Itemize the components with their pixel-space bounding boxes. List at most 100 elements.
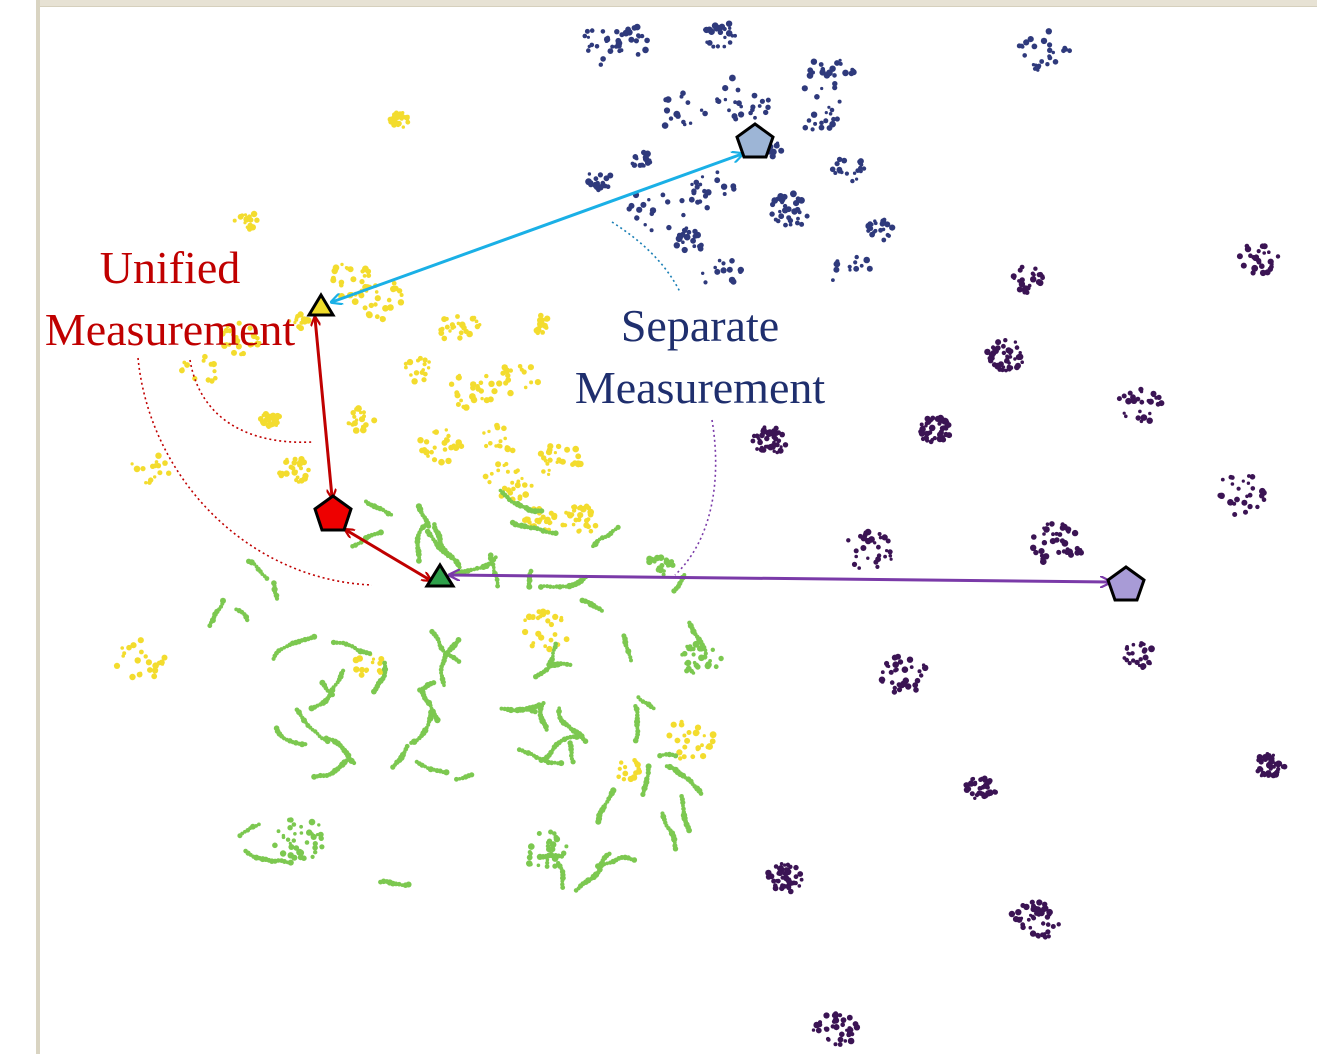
navy-point-cluster	[673, 226, 704, 254]
green-point-cluster	[417, 680, 437, 693]
navy-point-cluster	[701, 258, 744, 285]
green-point-cluster	[538, 733, 583, 763]
green-point-cluster	[573, 851, 612, 893]
green-point-cluster	[679, 794, 692, 834]
navy-point-cluster	[829, 156, 867, 184]
unified-label-line1: Unified	[99, 242, 241, 293]
yellow-point-cluster	[616, 758, 643, 783]
green-point-cluster	[243, 848, 294, 866]
yellow-point-cluster	[560, 503, 599, 534]
purple-point-cluster	[1010, 264, 1045, 295]
purple-point-cluster	[765, 862, 804, 895]
navy-point-cluster	[715, 74, 771, 122]
green-point-cluster	[207, 597, 226, 629]
navy-point-cluster	[703, 20, 737, 49]
green-point-cluster	[660, 811, 679, 852]
green-point-cluster	[330, 639, 373, 656]
green-point-cluster	[636, 695, 656, 711]
red-arrow-diagonal	[346, 530, 430, 580]
navy-point-cluster	[801, 58, 857, 104]
green-point-cluster	[271, 580, 280, 601]
green-point-cluster	[438, 637, 462, 688]
pentagon-marker-blue	[735, 122, 775, 159]
green-point-cluster	[516, 747, 565, 767]
green-point-cluster	[272, 817, 325, 861]
yellow-point-cluster	[232, 210, 260, 232]
yellow-point-cluster	[352, 652, 386, 678]
yellow-point-cluster	[533, 312, 551, 336]
separate-callout-curve-lower	[674, 419, 717, 576]
yellow-point-cluster	[666, 719, 717, 761]
unified-callout-curve-inner	[189, 359, 313, 444]
green-point-cluster	[414, 522, 429, 564]
purple-point-cluster	[1116, 386, 1165, 424]
green-point-cluster	[409, 709, 435, 745]
slide-frame-top	[0, 0, 1317, 7]
green-point-cluster	[234, 607, 250, 623]
green-point-cluster	[646, 554, 676, 577]
yellow-point-cluster	[482, 422, 516, 454]
yellow-point-cluster	[537, 443, 584, 476]
purple-point-cluster	[1030, 521, 1084, 565]
green-point-cluster	[378, 878, 412, 888]
navy-point-cluster	[865, 217, 896, 243]
separate-callout-curve-upper	[611, 221, 681, 293]
green-point-cluster	[591, 524, 621, 549]
slide-frame-left	[0, 0, 40, 1054]
navy-point-cluster	[1016, 28, 1072, 72]
green-point-cluster	[246, 558, 270, 581]
navy-point-cluster	[585, 172, 614, 193]
yellow-point-cluster	[130, 452, 172, 485]
yellow-point-cluster	[277, 456, 311, 484]
purple-point-cluster	[1008, 899, 1061, 940]
green-point-cluster	[556, 861, 566, 890]
yellow-point-cluster	[496, 364, 542, 397]
purple-point-cluster	[811, 1011, 861, 1047]
purple-point-cluster	[1217, 474, 1267, 517]
green-point-cluster	[390, 743, 410, 770]
unified-label-line2: Measurement	[44, 304, 296, 355]
navy-point-cluster	[626, 191, 686, 233]
green-point-cluster	[308, 668, 346, 712]
yellow-point-cluster	[448, 373, 498, 411]
green-point-cluster	[414, 759, 450, 776]
green-point-cluster	[237, 822, 261, 839]
purple-point-cluster	[846, 528, 893, 570]
yellow-point-cluster	[482, 461, 534, 503]
navy-point-cluster	[831, 254, 873, 282]
navy-point-cluster	[614, 23, 650, 57]
purple-point-cluster	[918, 414, 953, 445]
green-point-cluster	[579, 597, 604, 613]
navy-point-cluster	[688, 170, 737, 211]
yellow-point-cluster	[351, 280, 405, 323]
unified-callout-curve-outer	[137, 357, 373, 586]
green-point-cluster	[632, 704, 641, 744]
yellow-point-cluster	[113, 637, 168, 681]
yellow-point-cluster	[257, 411, 282, 429]
green-point-cluster	[432, 522, 445, 551]
triangle-marker-green	[424, 562, 456, 588]
green-point-cluster	[350, 529, 384, 549]
cyan-double-arrow	[332, 154, 742, 302]
green-point-cluster	[621, 633, 633, 663]
green-point-cluster	[526, 829, 569, 869]
green-point-cluster	[533, 661, 573, 680]
green-point-cluster	[537, 701, 549, 732]
purple-point-cluster	[984, 338, 1024, 373]
purple-point-cluster	[1236, 243, 1281, 277]
purple-double-arrow	[450, 575, 1110, 582]
green-point-cluster	[526, 568, 534, 590]
pentagon-marker-lavender	[1106, 565, 1146, 602]
green-point-cluster	[595, 787, 617, 825]
yellow-point-cluster	[179, 353, 218, 384]
separate-label-line1: Separate	[620, 300, 780, 351]
pentagon-marker-red	[313, 494, 353, 532]
purple-point-cluster	[750, 425, 789, 455]
yellow-point-cluster	[387, 110, 411, 129]
green-point-cluster	[664, 763, 704, 796]
navy-point-cluster	[802, 105, 840, 132]
purple-point-cluster	[878, 653, 929, 695]
green-point-cluster	[595, 854, 638, 869]
